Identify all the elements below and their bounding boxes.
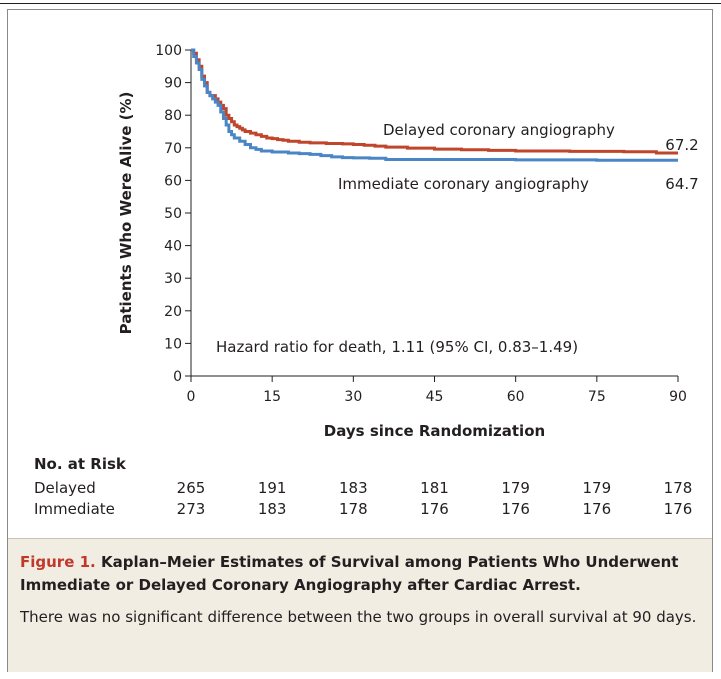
x-tick-label: 90	[669, 389, 687, 405]
risk-value: 178	[664, 479, 693, 497]
x-axis-title: Days since Randomization	[324, 422, 545, 440]
y-tick-label: 90	[164, 76, 182, 92]
y-tick-label: 100	[155, 43, 182, 59]
figure-caption: There was no significant difference betw…	[20, 608, 697, 626]
x-tick-label: 45	[426, 389, 444, 405]
risk-table-title: No. at Risk	[34, 455, 127, 473]
x-tick-label: 0	[187, 389, 196, 405]
y-axis-title: Patients Who Were Alive (%)	[117, 92, 135, 335]
risk-value: 178	[339, 500, 368, 518]
risk-value: 181	[420, 479, 449, 497]
x-tick-label: 60	[507, 389, 525, 405]
risk-value: 191	[258, 479, 287, 497]
x-tick-label: 75	[588, 389, 606, 405]
risk-value: 176	[420, 500, 449, 518]
plot-area: 0 10 20 30 40 50 60 70 80 90 100 0 15 30 45 60 75 90 Days …	[8, 10, 712, 538]
hazard-ratio-annotation: Hazard ratio for death, 1.11 (95% CI, 0.…	[216, 338, 578, 356]
y-tick-label: 40	[164, 239, 182, 255]
figure-frame: 0 10 20 30 40 50 60 70 80 90 100 0 15 30 45 60 75 90 Days …	[7, 9, 713, 672]
survival-chart: 0 10 20 30 40 50 60 70 80 90 100 0 15 30 45 60 75 90 Days …	[34, 43, 699, 518]
end-value-delayed: 67.2	[665, 136, 698, 154]
risk-value: 183	[339, 479, 368, 497]
y-tick-label: 50	[164, 206, 182, 222]
risk-value: 176	[664, 500, 693, 518]
risk-row-label: Immediate	[34, 500, 115, 518]
series-label-immediate: Immediate coronary angiography	[338, 175, 589, 193]
figure-title-text: Kaplan–Meier Estimates of Survival among…	[20, 553, 679, 594]
risk-value: 265	[177, 479, 206, 497]
top-rule	[0, 3, 721, 4]
risk-value: 176	[583, 500, 612, 518]
end-value-immediate: 64.7	[665, 175, 698, 193]
y-tick-label: 10	[164, 336, 182, 352]
x-tick-label: 30	[344, 389, 362, 405]
series-label-delayed: Delayed coronary angiography	[383, 121, 615, 139]
y-tick-label: 0	[173, 369, 182, 385]
risk-value: 179	[501, 479, 530, 497]
y-tick-label: 60	[164, 173, 182, 189]
x-tick-label: 15	[263, 389, 281, 405]
y-tick-label: 80	[164, 108, 182, 124]
figure-label: Figure 1.	[20, 553, 96, 571]
y-tick-label: 20	[164, 304, 182, 320]
risk-value: 176	[501, 500, 530, 518]
risk-value: 183	[258, 500, 287, 518]
series-line-immediate	[191, 48, 678, 162]
caption-area: Figure 1. Kaplan–Meier Estimates of Surv…	[8, 538, 712, 672]
y-tick-label: 70	[164, 141, 182, 157]
risk-row-label: Delayed	[34, 479, 96, 497]
risk-value: 273	[177, 500, 206, 518]
y-tick-label: 30	[164, 271, 182, 287]
figure-title: Figure 1. Kaplan–Meier Estimates of Surv…	[20, 551, 704, 597]
risk-value: 179	[583, 479, 612, 497]
